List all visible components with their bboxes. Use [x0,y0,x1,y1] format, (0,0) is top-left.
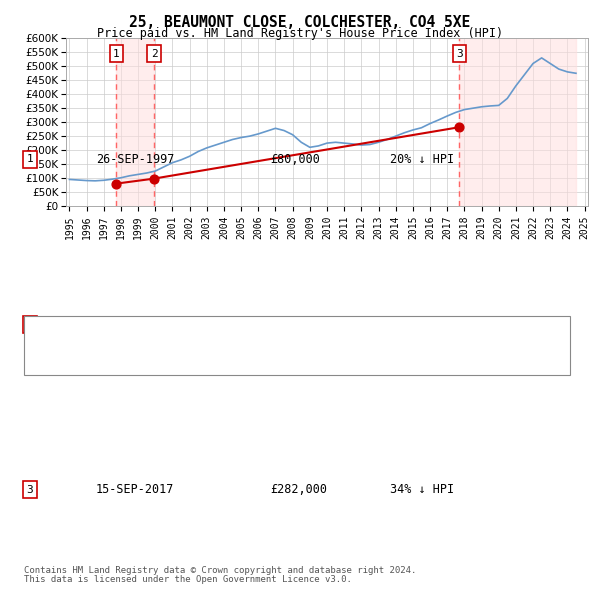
Text: Contains HM Land Registry data © Crown copyright and database right 2024.: Contains HM Land Registry data © Crown c… [24,566,416,575]
Text: £80,000: £80,000 [270,153,320,166]
Point [112,179,121,188]
Text: 10-DEC-1999: 10-DEC-1999 [96,318,175,331]
Point [455,123,464,132]
Text: 2: 2 [151,49,157,59]
Text: 3: 3 [456,49,463,59]
Point [149,174,159,183]
Text: HPI: Average price, detached house, Colchester: HPI: Average price, detached house, Colc… [72,353,359,363]
Text: 15-SEP-2017: 15-SEP-2017 [96,483,175,496]
Text: 1: 1 [26,155,34,164]
Text: 1: 1 [113,49,119,59]
Text: 25, BEAUMONT CLOSE, COLCHESTER, CO4 5XE (detached house): 25, BEAUMONT CLOSE, COLCHESTER, CO4 5XE … [72,330,422,339]
Text: £98,000: £98,000 [270,318,320,331]
Text: 34% ↓ HPI: 34% ↓ HPI [390,483,454,496]
Bar [460,38,576,206]
Text: This data is licensed under the Open Government Licence v3.0.: This data is licensed under the Open Gov… [24,575,352,584]
Text: Price paid vs. HM Land Registry's House Price Index (HPI): Price paid vs. HM Land Registry's House … [97,27,503,40]
Text: 25, BEAUMONT CLOSE, COLCHESTER, CO4 5XE: 25, BEAUMONT CLOSE, COLCHESTER, CO4 5XE [130,15,470,30]
Text: 2: 2 [26,320,34,329]
Bar [116,38,154,206]
Text: 3: 3 [26,485,34,494]
Text: £282,000: £282,000 [270,483,327,496]
Text: 20% ↓ HPI: 20% ↓ HPI [390,153,454,166]
Text: 26-SEP-1997: 26-SEP-1997 [96,153,175,166]
Text: 24% ↓ HPI: 24% ↓ HPI [390,318,454,331]
